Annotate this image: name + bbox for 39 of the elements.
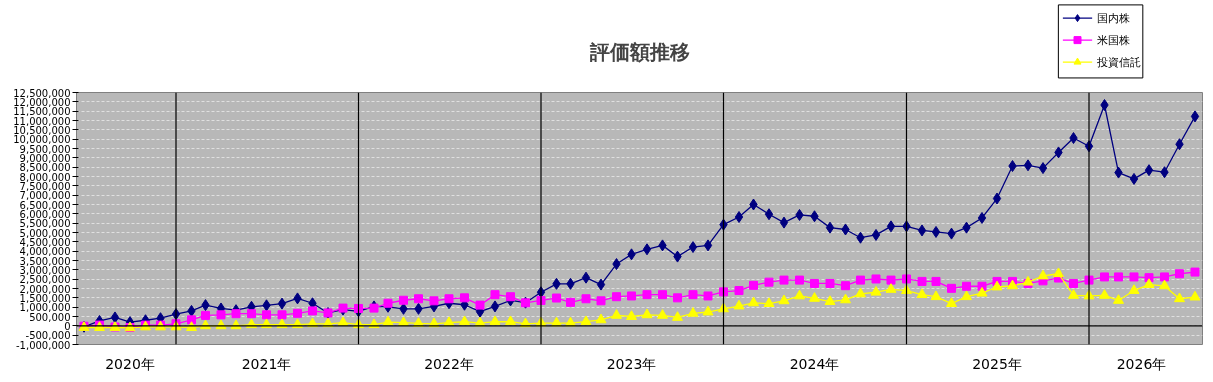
y-tick-label: 1,500,000 [19, 292, 71, 304]
x-tick-label: 2023年 [606, 355, 657, 372]
y-tick-label: 10,000,000 [13, 134, 71, 146]
y-tick-label: 8,500,000 [19, 162, 71, 174]
y-tick-label: 6,000,000 [19, 208, 71, 220]
y-tick-label: 3,500,000 [19, 255, 71, 267]
y-tick-label: 11,500,000 [13, 106, 71, 118]
x-tick-label: 2025年 [972, 355, 1022, 372]
y-tick-label: 6,500,000 [19, 199, 71, 211]
y-tick-label: 12,500,000 [13, 87, 71, 99]
y-tick-label: 8,000,000 [19, 171, 71, 183]
y-tick-label: 10,500,000 [13, 124, 71, 136]
x-tick-label: 2022年 [424, 355, 474, 372]
y-tick-label: 9,500,000 [19, 143, 71, 155]
y-tick-label: -500,000 [25, 330, 71, 342]
y-tick-label: 11,000,000 [13, 115, 71, 127]
x-tick-label: 2020年 [105, 355, 155, 372]
y-tick-label: 5,500,000 [19, 218, 71, 230]
legend-label: 国内株 [1096, 11, 1130, 25]
y-tick-label: 4,000,000 [19, 246, 71, 258]
legend-label: 米国株 [1096, 33, 1130, 47]
y-tick-label: 2,500,000 [19, 274, 71, 286]
y-tick-label: 500,000 [29, 311, 71, 323]
legend-label: 投資信託 [1095, 55, 1141, 69]
x-tick-label: 2024年 [789, 355, 840, 372]
y-tick-label: 1,000,000 [19, 302, 71, 314]
y-tick-label: -1,000,000 [16, 339, 71, 351]
chart-title: 評価額推移 [588, 39, 690, 64]
y-tick-label: 2,000,000 [19, 283, 71, 295]
y-tick-label: 4,500,000 [19, 236, 71, 248]
x-tick-label: 2026年 [1116, 355, 1167, 372]
y-tick-label: 0 [64, 320, 71, 332]
y-tick-label: 7,000,000 [19, 190, 71, 202]
y-tick-label: 5,000,000 [19, 227, 71, 239]
y-tick-label: 3,000,000 [19, 264, 71, 276]
y-tick-label: 12,000,000 [13, 96, 71, 108]
x-tick-label: 2021年 [241, 355, 292, 372]
y-tick-label: 7,500,000 [19, 180, 71, 192]
y-tick-label: 9,000,000 [19, 152, 71, 164]
